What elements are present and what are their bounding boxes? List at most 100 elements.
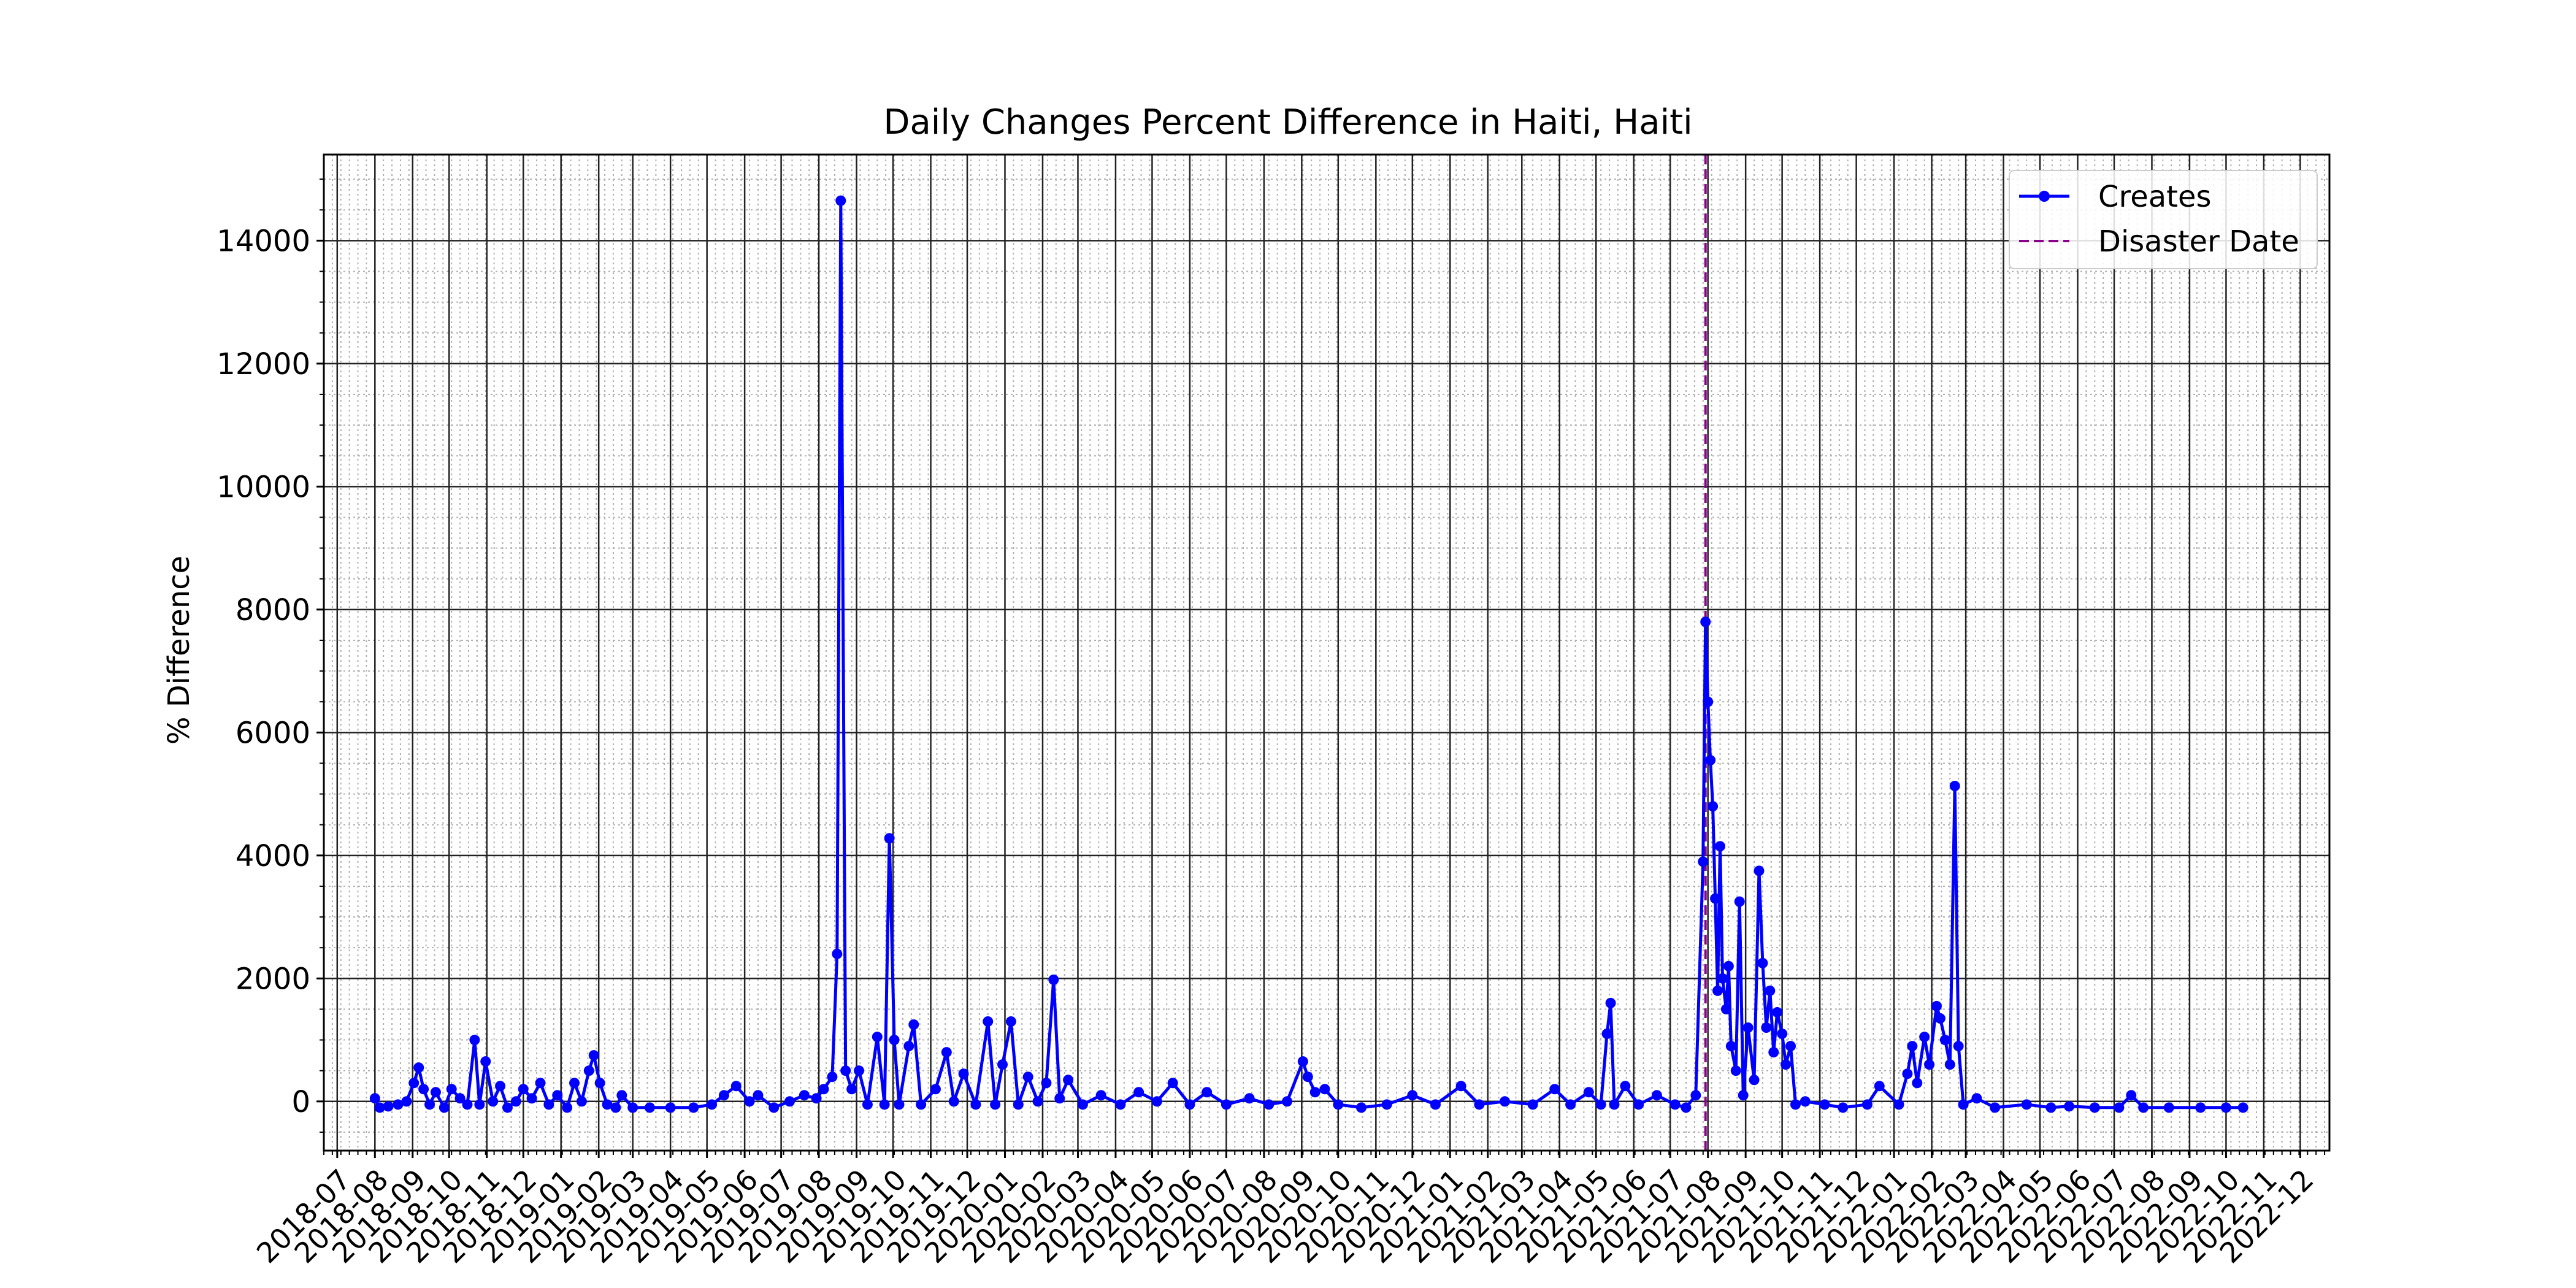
data-point [518, 1084, 529, 1095]
data-point [1221, 1099, 1232, 1110]
data-point [1971, 1093, 1982, 1104]
data-point [718, 1090, 729, 1101]
data-point [983, 1016, 994, 1027]
data-point [2089, 1102, 2100, 1113]
data-point [576, 1096, 587, 1107]
data-point [970, 1099, 981, 1110]
data-point [1765, 985, 1776, 996]
data-point [884, 833, 895, 844]
data-point [1725, 1041, 1736, 1052]
y-tick-label: 14000 [217, 224, 310, 258]
data-point [2045, 1102, 2057, 1113]
data-point [1565, 1099, 1576, 1110]
y-tick-label: 12000 [217, 347, 310, 381]
data-point [588, 1050, 599, 1061]
data-point [1282, 1096, 1293, 1107]
data-point [846, 1084, 857, 1095]
data-point [408, 1078, 420, 1089]
data-point [1715, 841, 1726, 852]
data-point [827, 1071, 838, 1083]
data-point [474, 1099, 485, 1110]
data-point [1063, 1075, 1074, 1086]
data-point [562, 1102, 573, 1113]
data-point [594, 1078, 605, 1089]
data-point [1700, 616, 1711, 627]
data-point [1738, 1090, 1749, 1101]
data-point [1041, 1078, 1052, 1089]
data-point [889, 1035, 900, 1046]
data-point [1953, 1041, 1964, 1052]
data-point [1669, 1099, 1681, 1110]
data-point [383, 1101, 394, 1112]
data-point [1333, 1099, 1344, 1110]
data-point [1919, 1032, 1930, 1043]
data-point [1754, 865, 1765, 876]
data-point [1032, 1096, 1043, 1107]
data-point [1949, 781, 1960, 792]
data-point [1730, 1065, 1741, 1076]
data-point [1609, 1099, 1620, 1110]
data-point [1800, 1096, 1811, 1107]
data-point [665, 1102, 676, 1113]
data-point [835, 195, 846, 206]
data-point [1054, 1093, 1065, 1104]
data-point [1013, 1099, 1024, 1110]
data-point [454, 1093, 466, 1104]
data-point [583, 1065, 594, 1076]
data-point [446, 1084, 457, 1095]
data-point [1319, 1084, 1330, 1095]
y-axis-ticks: 0 2000 4000 6000 8000 10000 12000 14000 [217, 178, 324, 1133]
data-point [2064, 1101, 2075, 1112]
data-point [552, 1090, 563, 1101]
data-point [1912, 1078, 1923, 1089]
data-point [1902, 1068, 1913, 1079]
data-point [627, 1102, 638, 1113]
data-point [510, 1096, 521, 1107]
data-point [1500, 1096, 1511, 1107]
data-point [1742, 1022, 1754, 1033]
legend: Creates Disaster Date [2009, 170, 2318, 269]
data-point [1263, 1099, 1275, 1110]
data-point [1356, 1102, 1367, 1113]
data-point [488, 1096, 499, 1107]
major-grid [324, 155, 2329, 1151]
data-point [1720, 1003, 1731, 1014]
data-point [1734, 896, 1745, 907]
data-point [744, 1096, 755, 1107]
data-point [1244, 1093, 1255, 1104]
data-point [1302, 1071, 1313, 1083]
data-point [502, 1102, 513, 1113]
data-point [1583, 1087, 1594, 1098]
data-point [958, 1068, 969, 1079]
data-point [948, 1096, 959, 1107]
data-point [1931, 1000, 1942, 1011]
data-point [1115, 1099, 1126, 1110]
data-point [1048, 974, 1059, 985]
data-point [916, 1099, 927, 1110]
data-point [1934, 1013, 1945, 1024]
data-point [369, 1093, 380, 1104]
data-point [769, 1102, 780, 1113]
data-point [784, 1096, 795, 1107]
data-point [1893, 1099, 1904, 1110]
data-point [569, 1078, 580, 1089]
data-point [2138, 1102, 2149, 1113]
data-point [1712, 985, 1723, 996]
data-point [2114, 1102, 2125, 1113]
data-point [941, 1047, 952, 1058]
data-point [1605, 997, 1616, 1008]
data-point [1944, 1059, 1955, 1070]
data-point [374, 1102, 385, 1113]
legend-label-creates: Creates [2098, 180, 2212, 214]
data-point [535, 1078, 546, 1089]
data-point [1620, 1081, 1631, 1092]
data-point [707, 1099, 718, 1110]
data-point [1681, 1102, 1692, 1113]
data-point [688, 1102, 699, 1113]
data-point [1708, 801, 1719, 812]
data-point [2163, 1102, 2174, 1113]
y-tick-label: 6000 [236, 716, 310, 750]
data-point [1151, 1096, 1162, 1107]
y-tick-label: 2000 [236, 962, 310, 996]
